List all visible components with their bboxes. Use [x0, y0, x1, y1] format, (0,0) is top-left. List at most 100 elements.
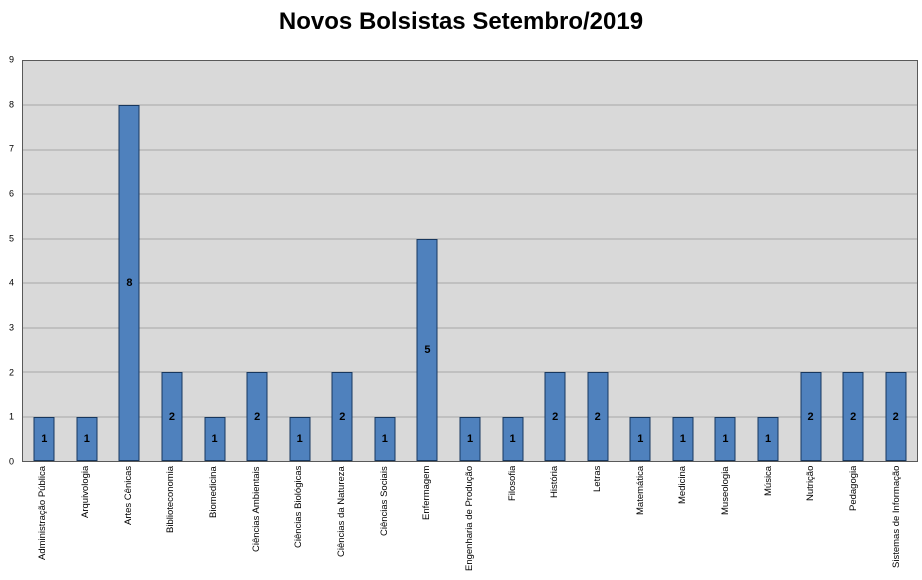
bar-value-label: 2	[892, 410, 899, 423]
bar-value-label: 2	[594, 410, 601, 423]
chart-bar: 1	[374, 416, 396, 461]
x-axis-label: Museologia	[720, 466, 731, 515]
x-axis-label: Ciências Ambientais	[250, 466, 262, 552]
plot-area: 1 1 8 2 1 2 1 2 1 5 1 1 2 2 1 1 1 1 2 2 2	[22, 60, 918, 462]
y-axis-tick-label: 9	[8, 54, 14, 65]
x-axis-label-slot: Pedagogia	[846, 466, 862, 578]
chart-bar: 1	[76, 416, 98, 461]
x-axis-label: Música	[762, 466, 774, 497]
gridline	[23, 371, 917, 373]
chart-bar: 2	[842, 372, 864, 461]
gridline	[23, 193, 917, 195]
y-axis-tick-label: 6	[8, 188, 14, 199]
x-axis-label: Pedagogia	[848, 466, 859, 512]
y-axis-tick-label: 2	[8, 367, 14, 378]
x-axis-label-slot: Ciências da Natureza	[334, 466, 350, 578]
x-axis-label-slot: História	[547, 466, 563, 578]
x-axis-label-slot: Ciências Ambientais	[249, 466, 265, 578]
x-axis-label-slot: Ciências Biológicas	[291, 466, 307, 578]
chart-bar: 2	[161, 372, 183, 461]
bar-value-label: 1	[466, 432, 474, 445]
x-axis-label: Arquivologia	[80, 466, 91, 519]
y-axis-tick-label: 3	[8, 322, 14, 333]
bar-value-label: 1	[722, 432, 729, 445]
bar-value-label: 1	[211, 432, 218, 445]
bar-value-label: 8	[126, 277, 133, 290]
x-axis-label-slot: Filosofia	[505, 466, 521, 578]
bar-value-label: 1	[679, 432, 686, 445]
x-axis-label-slot: Nutrição	[803, 466, 819, 578]
y-axis-tick-label: 4	[8, 277, 14, 288]
chart-bar: 1	[204, 416, 226, 461]
x-axis-label-slot: Medicina	[675, 466, 691, 578]
x-axis-label: Artes Cênicas	[122, 466, 134, 526]
bar-value-label: 2	[254, 410, 261, 423]
bar-value-label: 1	[83, 432, 90, 445]
x-axis-label: Filosofia	[506, 466, 518, 502]
bar-value-label: 2	[552, 410, 559, 423]
x-axis-label-slot: Biomedicina	[206, 466, 222, 578]
bar-value-label: 1	[764, 432, 772, 445]
x-axis-label: Medicina	[677, 466, 689, 505]
y-axis-tick-label: 5	[8, 233, 14, 244]
x-axis-label: Ciências Biológicas	[293, 466, 305, 549]
x-axis-label: Sistemas de Informação	[890, 466, 902, 569]
chart-bar: 8	[118, 105, 140, 461]
x-axis-label: Nutrição	[805, 466, 817, 502]
x-axis-label: Administração Pública	[37, 466, 49, 560]
bar-value-label: 2	[168, 410, 176, 423]
y-axis-tick-label: 0	[8, 456, 14, 467]
chart-bar: 2	[800, 372, 822, 461]
chart-bar: 1	[757, 416, 779, 461]
chart-bar: 2	[331, 372, 353, 461]
gridline	[23, 104, 917, 106]
y-axis: 0 1 2 3 4 5 6 7 8 9	[0, 55, 20, 466]
x-axis-label: Ciências da Natureza	[336, 466, 347, 557]
x-axis-label: Letras	[592, 466, 603, 493]
x-axis-labels: Administração Pública Arquivologia Artes C…	[22, 466, 918, 578]
chart-bar: 1	[714, 416, 736, 461]
x-axis-label-slot: Biblioteconomia	[163, 466, 179, 578]
chart-bar: 2	[544, 372, 566, 461]
x-axis-label: História	[549, 466, 561, 499]
x-axis-label-slot: Arquivologia	[78, 466, 94, 578]
x-axis-label-slot: Ciências Sociais	[377, 466, 393, 578]
x-axis-label: Enfermagem	[421, 466, 433, 521]
bar-value-label: 2	[807, 410, 814, 423]
x-axis-label-slot: Matemática	[633, 466, 649, 578]
chart-bar: 1	[459, 416, 481, 461]
x-axis-label-slot: Artes Cênicas	[121, 466, 137, 578]
y-axis-tick-label: 7	[8, 143, 14, 154]
bar-value-label: 5	[424, 343, 431, 356]
x-axis-label-slot: Letras	[590, 466, 606, 578]
chart-bar: 5	[416, 238, 438, 461]
gridline	[23, 238, 917, 240]
x-axis-label-slot: Engenharia de Produção	[462, 466, 478, 578]
chart-bar: 2	[885, 372, 907, 461]
chart-bar: 1	[289, 416, 311, 461]
x-axis-label: Biomedicina	[208, 466, 219, 518]
x-axis-label: Matemática	[634, 466, 646, 516]
bar-value-label: 2	[339, 410, 346, 423]
chart-bar: 2	[587, 372, 609, 461]
gridline	[23, 282, 917, 284]
y-axis-tick-label: 1	[8, 411, 14, 422]
bar-value-label: 2	[850, 410, 857, 423]
bar-value-label: 1	[296, 432, 303, 445]
x-axis-label-slot: Enfermagem	[419, 466, 435, 578]
y-axis-tick-label: 8	[8, 99, 14, 110]
chart-bar: 1	[672, 416, 694, 461]
gridline	[23, 327, 917, 329]
chart-title: Novos Bolsistas Setembro/2019	[278, 8, 644, 35]
x-axis-label-slot: Museologia	[718, 466, 734, 578]
x-axis-label: Ciências Sociais	[378, 466, 390, 536]
bar-value-label: 1	[41, 432, 48, 445]
x-axis-label: Biblioteconomia	[165, 466, 177, 534]
x-axis-label-slot: Sistemas de Informação	[889, 466, 905, 578]
x-axis-label: Engenharia de Produção	[464, 466, 475, 572]
x-axis-label-slot: Administração Pública	[35, 466, 51, 578]
chart-bar: 2	[246, 372, 268, 461]
bar-value-label: 1	[509, 432, 516, 445]
chart-bar: 1	[629, 416, 651, 461]
